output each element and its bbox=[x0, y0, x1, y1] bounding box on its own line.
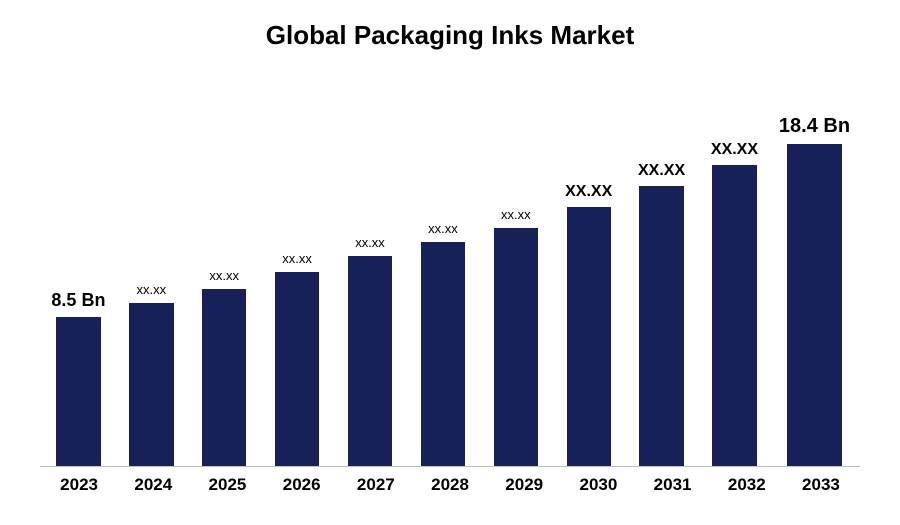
bar-value-label: xx.xx bbox=[209, 268, 239, 283]
chart-container: Global Packaging Inks Market 8.5 Bn xx.xx… bbox=[40, 20, 860, 495]
plot-area: 8.5 Bn xx.xx xx.xx xx.xx xx.xx xx.xx xx.xx XX.X… bbox=[40, 81, 860, 467]
x-axis-tick: 2024 bbox=[124, 475, 182, 495]
bar bbox=[712, 165, 756, 466]
x-axis: 2023 2024 2025 2026 2027 2028 2029 2030 2031 2032… bbox=[40, 467, 860, 495]
bar-group: 18.4 Bn bbox=[779, 81, 850, 466]
bar-value-label: 8.5 Bn bbox=[51, 290, 105, 311]
bar-value-label: xx.xx bbox=[501, 207, 531, 222]
bar-group: xx.xx bbox=[269, 81, 326, 466]
bar-value-label: XX.XX bbox=[565, 183, 612, 201]
bar bbox=[787, 144, 843, 466]
bar bbox=[56, 317, 100, 466]
bar-value-label: xx.xx bbox=[282, 251, 312, 266]
bar bbox=[275, 272, 319, 466]
x-axis-tick: 2030 bbox=[569, 475, 627, 495]
bar bbox=[202, 289, 246, 466]
bar-value-label: 18.4 Bn bbox=[779, 115, 850, 138]
x-axis-tick: 2025 bbox=[198, 475, 256, 495]
bar-group: XX.XX bbox=[560, 81, 617, 466]
bar-group: xx.xx bbox=[123, 81, 180, 466]
bar bbox=[639, 186, 683, 466]
bar bbox=[494, 228, 538, 466]
bar bbox=[567, 207, 611, 466]
x-axis-tick: 2031 bbox=[644, 475, 702, 495]
x-axis-tick: 2033 bbox=[792, 475, 850, 495]
x-axis-tick: 2029 bbox=[495, 475, 553, 495]
x-axis-tick: 2023 bbox=[50, 475, 108, 495]
bar-value-label: xx.xx bbox=[355, 235, 385, 250]
bar-value-label: XX.XX bbox=[711, 141, 758, 159]
x-axis-tick: 2027 bbox=[347, 475, 405, 495]
bar-group: XX.XX bbox=[706, 81, 763, 466]
bar bbox=[129, 303, 173, 466]
bar bbox=[421, 242, 465, 466]
chart-title: Global Packaging Inks Market bbox=[40, 20, 860, 51]
bar bbox=[348, 256, 392, 466]
x-axis-tick: 2028 bbox=[421, 475, 479, 495]
x-axis-tick: 2026 bbox=[273, 475, 331, 495]
bar-group: xx.xx bbox=[414, 81, 471, 466]
bar-group: xx.xx bbox=[487, 81, 544, 466]
bar-group: 8.5 Bn bbox=[50, 81, 107, 466]
bar-value-label: xx.xx bbox=[137, 282, 167, 297]
bar-value-label: xx.xx bbox=[428, 221, 458, 236]
bar-group: XX.XX bbox=[633, 81, 690, 466]
bar-group: xx.xx bbox=[196, 81, 253, 466]
x-axis-tick: 2032 bbox=[718, 475, 776, 495]
bar-value-label: XX.XX bbox=[638, 162, 685, 180]
bar-group: xx.xx bbox=[342, 81, 399, 466]
